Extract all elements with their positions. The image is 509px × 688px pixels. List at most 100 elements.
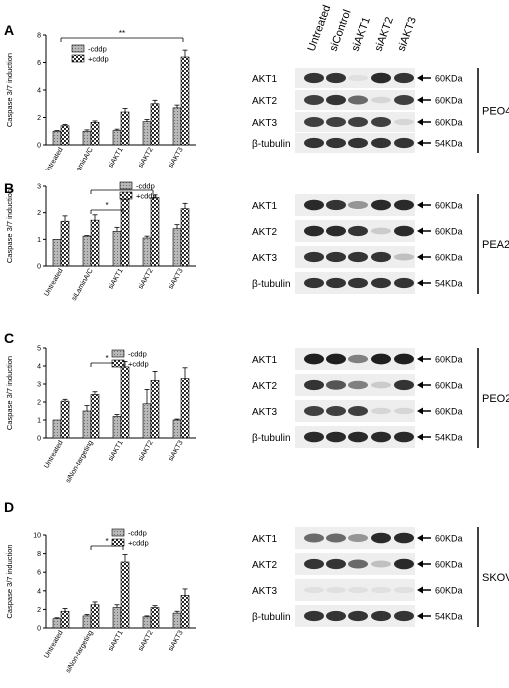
protein-band [371, 227, 391, 235]
bar-chart-a: Caspase 3/7 induction 0 2 4 6 8 Untreated siLam… [5, 29, 196, 181]
bar-minuscddp [52, 618, 62, 629]
western-blot-c: AKT1 60KDa AKT2 60KDa AKT3 60KDa β-tubulin 54KD… [252, 348, 509, 448]
protein-label: AKT2 [252, 96, 277, 107]
bar-minuscddp [82, 130, 92, 146]
y-tick-label: 2 [37, 115, 41, 122]
bar-pluscddp [90, 122, 100, 146]
protein-label: AKT1 [252, 534, 277, 545]
panel-label: A [4, 22, 15, 38]
legend-label: -cddp [128, 350, 147, 359]
protein-band [394, 379, 414, 391]
protein-band [371, 407, 391, 415]
protein-band [371, 251, 391, 263]
bar-minuscddp [142, 616, 152, 629]
bar-pluscddp [150, 197, 160, 267]
bar-pluscddp [150, 103, 160, 146]
bar-pluscddp [60, 220, 70, 267]
bar-minuscddp [82, 410, 92, 439]
y-tick-label: 1 [37, 237, 41, 244]
y-axis-label: Caspase 3/7 induction [5, 544, 14, 618]
molecular-weight-label: 54KDa [435, 139, 463, 149]
bar-minuscddp [112, 130, 122, 146]
cell-line-label: PEO4 [482, 106, 509, 118]
protein-band [394, 277, 414, 289]
molecular-weight-label: 54KDa [435, 612, 463, 622]
y-tick-label: 4 [37, 588, 41, 595]
arrow-head-icon [417, 139, 423, 147]
bar-pluscddp [60, 400, 70, 439]
bar-minuscddp [52, 239, 62, 267]
x-tick-label: Untreated [43, 267, 64, 297]
cell-line-label: PEA2 [482, 239, 509, 251]
protein-label: AKT3 [252, 586, 277, 597]
protein-band [348, 225, 368, 237]
y-tick-label: 3 [37, 184, 41, 191]
protein-band [304, 251, 324, 263]
legend-label: -cddp [128, 529, 147, 538]
protein-band [348, 277, 368, 289]
arrow-head-icon [417, 381, 423, 389]
molecular-weight-label: 60KDa [435, 227, 463, 237]
arrow-head-icon [417, 201, 423, 209]
protein-band [394, 532, 414, 544]
legend-swatch [119, 191, 133, 200]
protein-band [304, 610, 324, 622]
bar-minuscddp [82, 615, 92, 629]
x-tick-label: siNon-targeting [65, 439, 95, 484]
molecular-weight-label: 60KDa [435, 560, 463, 570]
bar-minuscddp [112, 231, 122, 267]
bar-chart-b: Caspase 3/7 induction 0 1 2 3 Untreated siLami… [5, 181, 196, 303]
arrow-head-icon [417, 118, 423, 126]
bar-chart-c: Caspase 3/7 induction 0 1 2 3 4 5 Untreated siNo… [5, 346, 196, 484]
x-tick-label: siAKT3 [167, 267, 184, 290]
panel-label: C [4, 330, 15, 346]
protein-band [326, 117, 346, 127]
protein-label: AKT1 [252, 355, 277, 366]
bar-pluscddp [180, 595, 190, 629]
bar-minuscddp [112, 416, 122, 439]
molecular-weight-label: 60KDa [435, 118, 463, 128]
protein-label: β-tubulin [252, 433, 291, 444]
bar-minuscddp [142, 237, 152, 267]
protein-band [326, 610, 346, 622]
x-tick-label: siLaminA/C [71, 268, 95, 303]
bar-minuscddp [142, 121, 152, 146]
y-axis-label: Caspase 3/7 induction [5, 53, 14, 127]
protein-band [304, 72, 324, 84]
x-tick-label: siAKT3 [167, 629, 184, 652]
protein-band [348, 586, 368, 594]
x-tick-label: siAKT2 [137, 439, 154, 462]
significance-label: * [105, 354, 108, 363]
protein-band [348, 201, 368, 209]
legend-swatch [111, 349, 125, 358]
x-tick-label: siAKT3 [167, 146, 184, 169]
protein-band [348, 610, 368, 622]
legend-swatch [71, 54, 85, 63]
legend-swatch [111, 359, 125, 368]
protein-band [394, 118, 414, 126]
molecular-weight-label: 60KDa [435, 253, 463, 263]
protein-label: AKT1 [252, 74, 277, 85]
protein-band [394, 199, 414, 211]
molecular-weight-label: 60KDa [435, 355, 463, 365]
y-tick-label: 8 [37, 551, 41, 558]
bar-minuscddp [52, 130, 62, 146]
protein-band [371, 610, 391, 622]
cell-line-label: PEO23 [482, 393, 509, 405]
protein-band [304, 95, 324, 105]
protein-band [326, 72, 346, 84]
significance-label: * [105, 201, 108, 210]
y-tick-label: 3 [37, 382, 41, 389]
legend-label: -cddp [136, 182, 155, 191]
x-tick-label: siLaminA/C [71, 147, 95, 171]
bar-pluscddp [180, 378, 190, 439]
protein-band [348, 406, 368, 416]
x-tick-label: siAKT1 [107, 439, 124, 462]
arrow-head-icon [417, 534, 423, 542]
protein-band [326, 380, 346, 390]
protein-label: β-tubulin [252, 139, 291, 150]
x-tick-label: Untreated [43, 146, 64, 170]
y-tick-label: 0 [37, 264, 41, 271]
molecular-weight-label: 60KDa [435, 534, 463, 544]
arrow-head-icon [417, 586, 423, 594]
